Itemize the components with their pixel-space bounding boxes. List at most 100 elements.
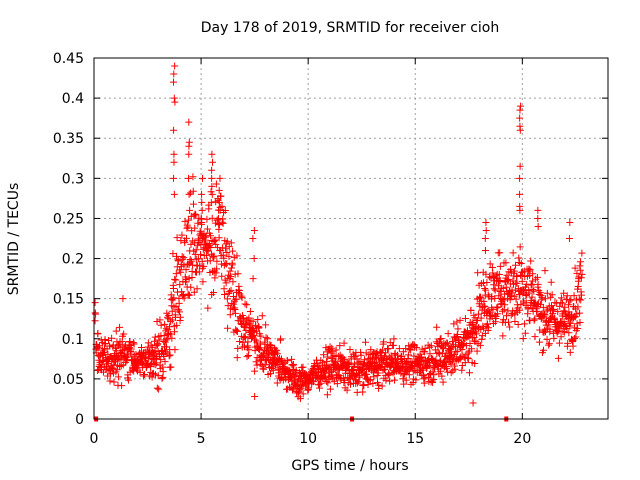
chart-title: Day 178 of 2019, SRMTID for receiver cio…	[201, 20, 499, 36]
y-tick-labels: 0 0.05 0.1 0.15 0.2 0.25 0.3 0.35 0.4 0.45	[53, 51, 84, 428]
data-point	[516, 126, 524, 134]
data-point	[476, 293, 484, 301]
data-point	[576, 309, 584, 317]
data-point	[171, 275, 179, 283]
data-point	[554, 308, 562, 316]
data-point	[518, 277, 526, 285]
data-point	[467, 307, 475, 315]
data-point	[471, 360, 479, 368]
data-point	[405, 371, 413, 379]
data-point	[198, 190, 206, 198]
data-point	[233, 354, 241, 362]
data-point	[321, 374, 329, 382]
data-point	[176, 313, 184, 321]
data-point	[181, 217, 189, 225]
data-point	[170, 328, 178, 336]
data-point	[279, 360, 287, 368]
data-point	[468, 345, 476, 353]
data-point	[524, 305, 532, 313]
data-point	[509, 249, 517, 257]
data-point	[367, 346, 375, 354]
data-point	[421, 345, 429, 353]
data-point	[553, 299, 561, 307]
data-point	[521, 320, 529, 328]
data-point	[511, 317, 519, 325]
data-point	[549, 307, 557, 315]
data-point	[206, 257, 214, 265]
data-point	[495, 271, 503, 279]
data-point	[517, 260, 525, 268]
data-point	[473, 316, 481, 324]
data-point	[474, 269, 482, 277]
data-point	[203, 215, 211, 223]
data-point	[234, 270, 242, 278]
data-point	[272, 348, 280, 356]
x-tick-label: 0	[90, 431, 99, 447]
data-point	[476, 341, 484, 349]
data-point	[571, 264, 579, 272]
data-point	[564, 339, 572, 347]
data-point	[154, 340, 162, 348]
data-point	[456, 316, 464, 324]
data-point	[235, 286, 243, 294]
data-point	[434, 362, 442, 370]
data-point	[359, 388, 367, 396]
data-point	[555, 339, 563, 347]
data-point	[296, 395, 304, 403]
data-point	[557, 299, 565, 307]
data-point	[215, 234, 223, 242]
data-point	[418, 354, 426, 362]
data-point	[470, 337, 478, 345]
data-point	[499, 284, 507, 292]
data-point	[106, 377, 114, 385]
data-point	[514, 321, 522, 329]
data-point	[222, 259, 230, 267]
data-point	[168, 334, 176, 342]
data-point	[125, 376, 133, 384]
data-point	[326, 343, 334, 351]
data-point	[249, 317, 257, 325]
data-point	[575, 295, 583, 303]
data-point	[170, 174, 178, 182]
data-point	[409, 367, 417, 375]
data-point	[207, 244, 215, 252]
data-point	[541, 267, 549, 275]
data-point	[452, 348, 460, 356]
data-point	[473, 330, 481, 338]
data-point	[343, 386, 351, 394]
data-point	[210, 289, 218, 297]
data-point	[182, 276, 190, 284]
data-point	[208, 174, 216, 182]
data-point	[185, 190, 193, 198]
data-point	[129, 339, 137, 347]
data-point	[516, 114, 524, 122]
data-point	[444, 330, 452, 338]
data-point	[481, 235, 489, 242]
data-point	[404, 351, 412, 359]
data-point	[138, 344, 146, 352]
data-point	[412, 376, 420, 384]
data-point	[570, 314, 578, 322]
data-point	[189, 187, 197, 195]
data-point	[168, 307, 176, 315]
data-point	[209, 158, 217, 166]
data-point	[533, 273, 541, 281]
data-point	[573, 269, 581, 277]
data-point	[453, 318, 461, 326]
data-point	[191, 210, 199, 218]
data-point	[237, 292, 245, 300]
data-point	[534, 280, 542, 288]
data-point	[482, 286, 490, 294]
data-point	[209, 268, 217, 276]
data-point	[516, 306, 524, 314]
data-point	[222, 244, 230, 252]
data-point	[565, 235, 573, 242]
data-point	[172, 270, 180, 278]
data-point	[426, 350, 434, 358]
data-point	[201, 233, 209, 241]
data-point	[541, 295, 549, 303]
data-point	[234, 327, 242, 335]
data-point	[162, 336, 170, 344]
data-point	[180, 254, 188, 262]
data-point	[296, 386, 304, 394]
